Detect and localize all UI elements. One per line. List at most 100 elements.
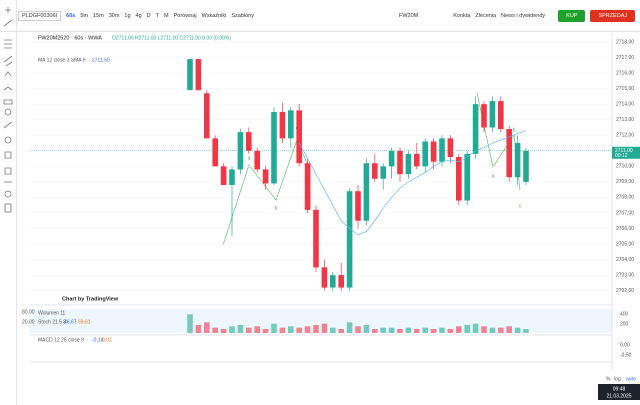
candle-body [271,111,277,184]
symbol[interactable]: PLDGF00306I [18,10,62,21]
candle-body [195,59,202,91]
volume-label: Wolumen [38,310,59,316]
clock-box [598,384,640,400]
volume-bar [372,329,378,333]
y-tick-label: 2718,00 [616,39,634,45]
wave-label: b [513,127,516,133]
vol-axis: 200 [620,321,629,327]
candle-body [246,132,252,151]
volume-bar [523,329,529,333]
y-tick-label: 2707,00 [616,210,634,216]
y-tick-label: 2706,00 [616,226,634,232]
volume-bar [506,326,512,333]
volume-bar [212,327,218,333]
interval[interactable]: M [164,12,169,19]
interval[interactable]: 60s [66,12,76,19]
candle-body [355,191,361,221]
y-tick-label: 2712,00 [616,133,634,139]
sell-button[interactable]: SPRZEDAJ [590,9,636,22]
volume-bar [229,326,235,333]
volume-bar [447,329,454,333]
candle-body [388,150,395,167]
candle-body [229,169,235,185]
volume-bar [355,326,361,333]
stoch-label: Stoch 21 5 8 [38,319,66,325]
y-tick-label: 2714,00 [616,101,634,107]
volume-bar [489,327,496,333]
candle-body [212,138,218,167]
instrument[interactable]: FW20M [398,12,419,19]
macd-axis: 0,00 [620,342,630,348]
interval[interactable]: D [146,12,151,19]
indicators[interactable]: Wskaźniki [201,12,227,19]
volume-value: 11 [60,310,65,316]
candle-body [380,166,386,179]
y-tick-label: 2703,00 [616,272,634,278]
volume-bar [439,327,445,333]
interval[interactable]: 1g [124,12,131,19]
templates[interactable]: Szablony [231,12,254,19]
volume-bar [288,326,294,333]
clock-date: 21.03.2025 [606,393,631,399]
volume-bar [514,327,521,333]
buy-button[interactable]: KUP [558,9,586,22]
candle-body [489,101,496,128]
candle-body [321,267,328,288]
tool-strip [0,0,17,405]
compare[interactable]: Porównaj [173,12,197,19]
volume-bar [246,327,252,333]
interval[interactable]: 4g [135,12,142,19]
legend-title: FW20M2520 · 60s · WWA [38,35,102,41]
volume-bar [405,327,412,333]
interval[interactable]: 30m [108,12,120,19]
volume-bar [237,325,244,333]
interval[interactable]: T [155,12,160,19]
interval[interactable]: 15m [93,12,104,19]
volume-bar [363,325,370,333]
macd-axis: -0,50 [620,352,632,358]
wave-label: a [248,155,251,161]
wave-label: c [519,203,522,209]
candle-body [220,166,227,185]
legend-ma: MA 12 close 3 SMA 9 [38,57,86,63]
volume-bar [262,329,269,333]
interval[interactable]: 5m [80,12,88,19]
volume-bar [430,329,437,333]
news[interactable]: News i dywidendy [501,12,546,19]
volume-bar [380,327,386,333]
candle-body [346,191,353,288]
account[interactable]: Konkta [453,12,471,19]
volume-bar [498,327,504,333]
y-tick-label: 2713,00 [616,117,634,123]
candle-body [447,138,454,158]
y-tick-label: 2709,00 [616,179,634,185]
auto-toggle[interactable]: auto [626,376,636,382]
wave-label: c [296,125,299,131]
volume-bar [397,329,403,333]
candle-body [422,141,428,167]
volume-bar [338,329,344,333]
volume-bar [204,322,210,333]
orders[interactable]: Zlecenia [475,12,497,19]
candle-body [472,104,479,154]
volume-bar [279,327,286,333]
volume-bar [220,329,227,333]
y-tick-label: 2716,00 [616,70,634,76]
vol-axis: 400 [620,311,629,317]
candle-body [296,110,302,164]
volume-bar [414,329,420,333]
volume-bar [296,327,302,333]
volume-bar [271,323,277,333]
legend-ohlc: O2711,00 H2711,00 L2711,00 C2711,00 0,00… [112,35,231,41]
log-toggle[interactable]: log [614,376,621,382]
legend-ma-value: 2711,50 [92,57,110,63]
stoch-tick: 20,00 [22,319,35,325]
volume-bar [472,323,479,333]
candle-body [338,275,344,288]
y-tick-label: 2704,00 [616,257,634,263]
candle-body [481,104,487,128]
volume-bar [313,325,319,333]
percent-toggle[interactable]: % [606,376,611,382]
candle-body [405,153,412,175]
